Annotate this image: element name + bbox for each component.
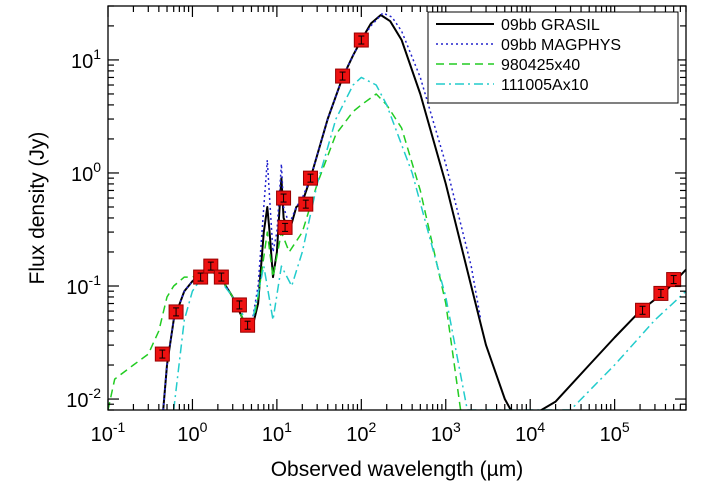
data-point	[298, 196, 314, 212]
series-line-2	[162, 12, 482, 410]
y-tick-label: 10-1	[66, 272, 101, 299]
data-point	[335, 68, 351, 84]
y-tick-label: 10-2	[66, 385, 101, 412]
x-tick-label: 102	[346, 419, 376, 446]
series-line-3	[108, 93, 462, 410]
x-axis-label: Observed wavelength (µm)	[271, 458, 524, 481]
x-axis-ticks: 10-1 100 101 102 103 104 105	[91, 6, 687, 446]
data-point	[635, 302, 651, 318]
legend-box	[427, 11, 679, 104]
plot-frame	[107, 5, 687, 411]
data-point	[168, 304, 184, 320]
data-point	[154, 346, 170, 362]
data-point	[666, 272, 682, 288]
y-axis-ticks: 10-2 10-1 100 101	[66, 5, 686, 412]
x-tick-label: 103	[431, 419, 461, 446]
y-tick-label: 100	[71, 159, 101, 186]
data-point	[277, 219, 293, 235]
x-tick-label: 100	[177, 419, 207, 446]
legend-label: 980425x40	[501, 57, 580, 74]
x-tick-label: 10-1	[91, 419, 126, 446]
legend: 09bb GRASIL 09bb MAGPHYS 980425x40 111005Ax…	[427, 11, 679, 104]
y-tick-label: 101	[71, 46, 101, 73]
data-point	[276, 190, 292, 206]
data-point	[353, 32, 369, 48]
data-point	[653, 285, 669, 301]
y-axis-label: Flux density (Jy)	[26, 132, 49, 285]
photometry-points	[154, 32, 682, 362]
data-point	[240, 317, 256, 333]
legend-label: 09bb MAGPHYS	[501, 37, 621, 54]
x-tick-label: 105	[600, 419, 630, 446]
x-tick-label: 104	[515, 419, 545, 446]
data-point	[302, 170, 318, 186]
legend-label: 09bb GRASIL	[501, 17, 600, 34]
legend-label: 111005Ax10	[501, 77, 589, 94]
x-tick-label: 101	[262, 419, 292, 446]
data-point	[213, 269, 229, 285]
data-point	[231, 297, 247, 313]
